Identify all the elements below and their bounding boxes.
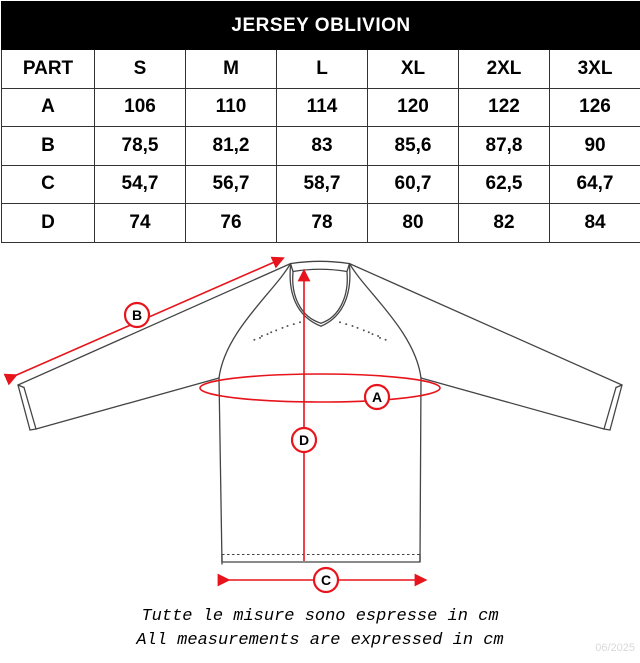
svg-text:D: D bbox=[299, 432, 309, 448]
svg-text:B: B bbox=[132, 307, 142, 323]
svg-text:C: C bbox=[321, 572, 331, 588]
svg-text:A: A bbox=[372, 389, 382, 405]
